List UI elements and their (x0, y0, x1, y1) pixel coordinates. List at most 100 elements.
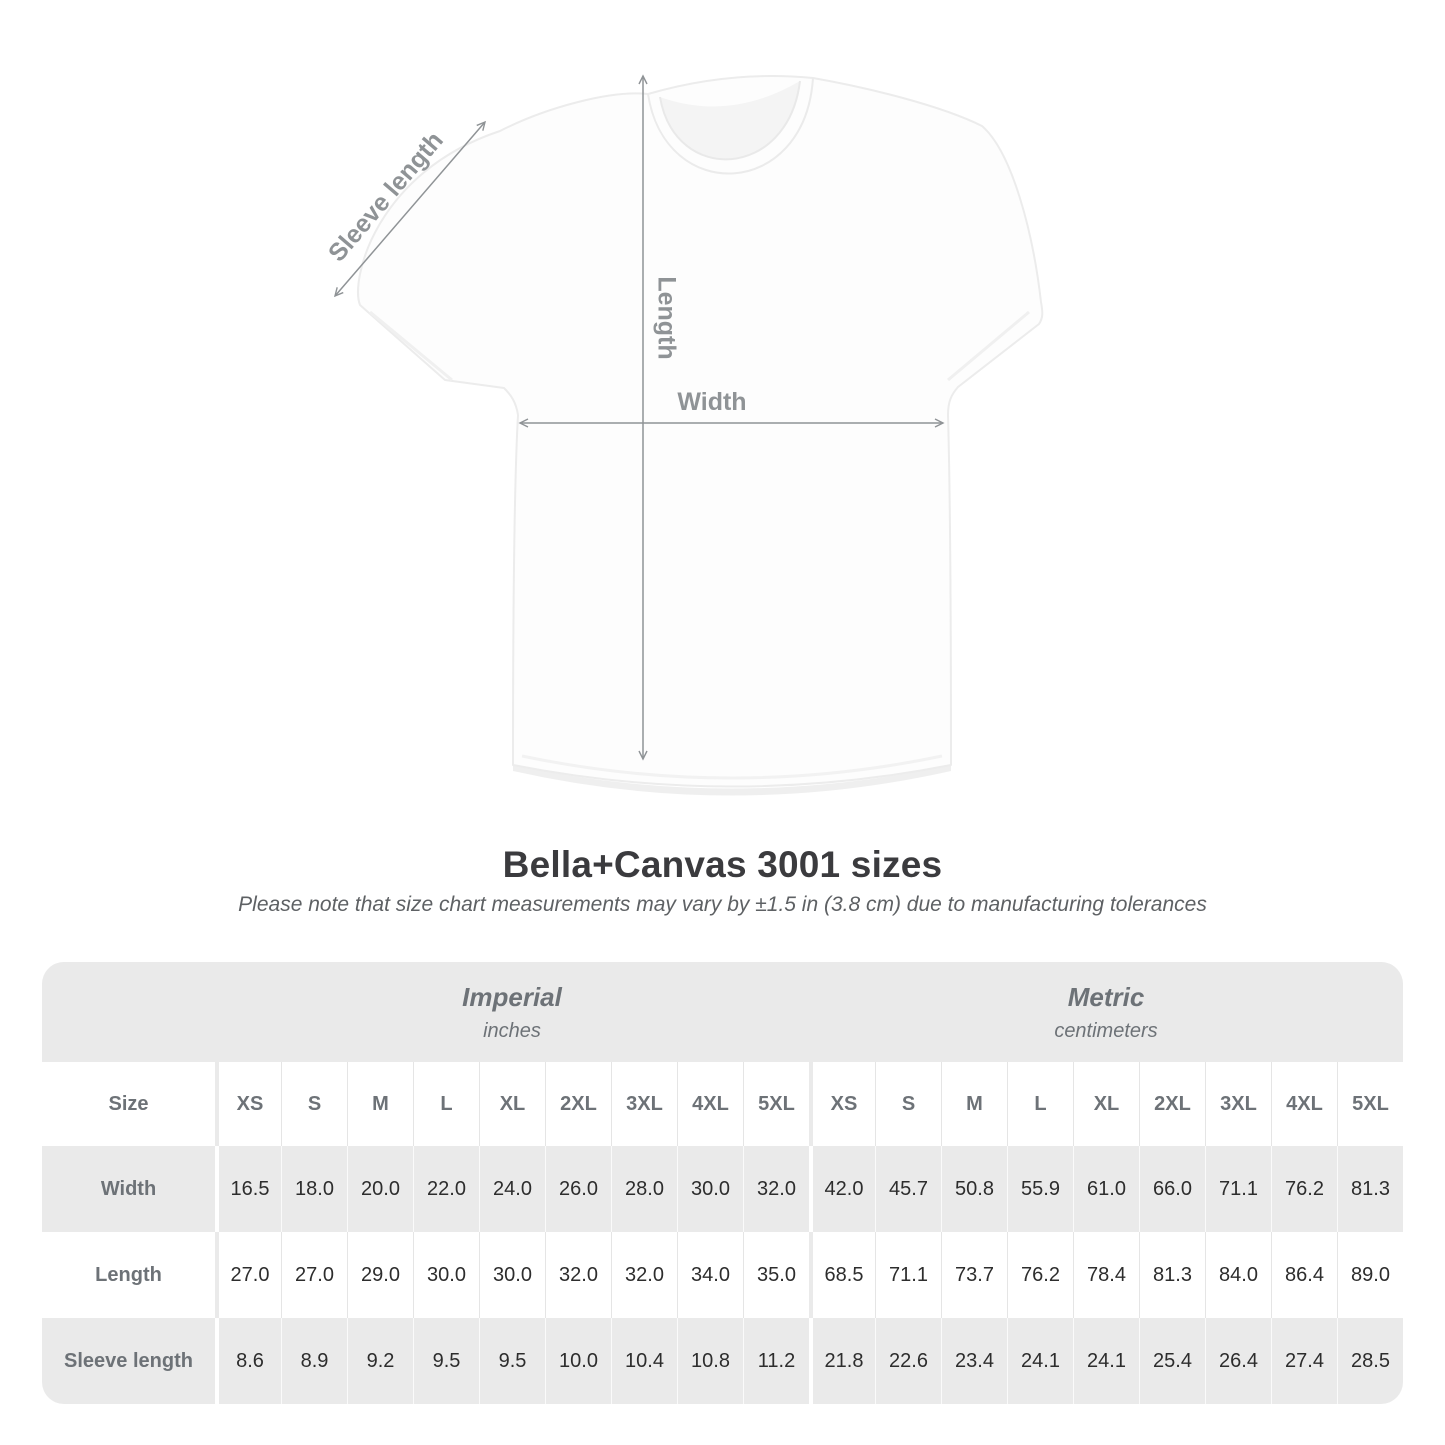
value-cell: 86.4 (1271, 1232, 1337, 1318)
value-cell: 9.5 (479, 1318, 545, 1404)
value-cell: 32.0 (743, 1146, 809, 1232)
value-cell: 16.5 (215, 1146, 281, 1232)
value-cell: 89.0 (1337, 1232, 1403, 1318)
length-label: Length (652, 276, 680, 359)
value-cell: 81.3 (1337, 1146, 1403, 1232)
value-cell: 20.0 (347, 1146, 413, 1232)
size-column-header: 4XL (1271, 1062, 1337, 1146)
value-cell: 55.9 (1007, 1146, 1073, 1232)
size-column-header: 2XL (1139, 1062, 1205, 1146)
value-cell: 30.0 (677, 1146, 743, 1232)
value-cell: 30.0 (479, 1232, 545, 1318)
size-column-header: M (941, 1062, 1007, 1146)
tshirt-left-cuff-seam (369, 310, 453, 382)
value-cell: 78.4 (1073, 1232, 1139, 1318)
value-cell: 68.5 (809, 1232, 875, 1318)
value-cell: 61.0 (1073, 1146, 1139, 1232)
value-cell: 23.4 (941, 1318, 1007, 1404)
value-cell: 73.7 (941, 1232, 1007, 1318)
value-cell: 9.5 (413, 1318, 479, 1404)
value-cell: 71.1 (875, 1232, 941, 1318)
value-cell: 32.0 (545, 1232, 611, 1318)
value-cell: 84.0 (1205, 1232, 1271, 1318)
tshirt-measurement-diagram: Sleeve length Length Width (280, 50, 1100, 810)
value-cell: 27.0 (281, 1232, 347, 1318)
value-cell: 26.0 (545, 1146, 611, 1232)
row-label: Length (42, 1232, 215, 1318)
value-cell: 24.0 (479, 1146, 545, 1232)
value-cell: 24.1 (1007, 1318, 1073, 1404)
size-column-header: 3XL (611, 1062, 677, 1146)
section-header-imperial: Imperial inches (215, 962, 809, 1062)
section-header-metric: Metric centimeters (809, 962, 1403, 1062)
value-cell: 18.0 (281, 1146, 347, 1232)
row-label: Width (42, 1146, 215, 1232)
value-cell: 8.9 (281, 1318, 347, 1404)
band-corner-spacer (42, 962, 215, 1062)
size-row-corner-label: Size (42, 1062, 215, 1146)
sleeve-length-arrow (333, 120, 487, 298)
value-cell: 22.0 (413, 1146, 479, 1232)
section-title: Metric (1067, 981, 1145, 1012)
tshirt-collar-outer-rim (647, 77, 814, 175)
section-title: Imperial (462, 981, 562, 1012)
size-column-header: XL (1073, 1062, 1139, 1146)
value-cell: 25.4 (1139, 1318, 1205, 1404)
value-cell: 30.0 (413, 1232, 479, 1318)
value-cell: 45.7 (875, 1146, 941, 1232)
value-cell: 81.3 (1139, 1232, 1205, 1318)
tshirt-hem-shadow (513, 765, 951, 796)
value-cell: 8.6 (215, 1318, 281, 1404)
value-cell: 9.2 (347, 1318, 413, 1404)
value-cell: 11.2 (743, 1318, 809, 1404)
size-column-header: 5XL (1337, 1062, 1403, 1146)
size-column-header: 2XL (545, 1062, 611, 1146)
value-cell: 42.0 (809, 1146, 875, 1232)
width-label: Width (677, 388, 746, 416)
value-cell: 21.8 (809, 1318, 875, 1404)
value-cell: 27.0 (215, 1232, 281, 1318)
value-cell: 28.0 (611, 1146, 677, 1232)
section-unit: inches (483, 1019, 541, 1042)
size-column-header: S (281, 1062, 347, 1146)
tshirt-diagram-svg: Sleeve length Length Width (323, 74, 1044, 796)
section-unit: centimeters (1054, 1019, 1158, 1042)
value-cell: 22.6 (875, 1318, 941, 1404)
page-title: Bella+Canvas 3001 sizes (502, 844, 943, 885)
value-cell: 76.2 (1271, 1146, 1337, 1232)
size-column-header: XS (809, 1062, 875, 1146)
size-column-header: M (347, 1062, 413, 1146)
value-cell: 32.0 (611, 1232, 677, 1318)
value-cell: 71.1 (1205, 1146, 1271, 1232)
tshirt-collar-opening (660, 81, 800, 160)
row-label: Sleeve length (42, 1318, 215, 1404)
value-cell: 29.0 (347, 1232, 413, 1318)
size-column-header: XL (479, 1062, 545, 1146)
size-column-header: L (413, 1062, 479, 1146)
tolerance-note: Please note that size chart measurements… (238, 893, 1207, 916)
size-column-header: L (1007, 1062, 1073, 1146)
tshirt-right-cuff-seam (947, 310, 1030, 382)
value-cell: 34.0 (677, 1232, 743, 1318)
value-cell: 10.0 (545, 1318, 611, 1404)
tshirt-image (357, 75, 1044, 788)
value-cell: 10.8 (677, 1318, 743, 1404)
size-column-header: XS (215, 1062, 281, 1146)
value-cell: 24.1 (1073, 1318, 1139, 1404)
value-cell: 27.4 (1271, 1318, 1337, 1404)
value-cell: 76.2 (1007, 1232, 1073, 1318)
value-cell: 26.4 (1205, 1318, 1271, 1404)
tshirt-hem-seam (521, 754, 943, 780)
value-cell: 10.4 (611, 1318, 677, 1404)
tshirt-collar-inner-rim (659, 80, 801, 161)
value-cell: 50.8 (941, 1146, 1007, 1232)
value-cell: 35.0 (743, 1232, 809, 1318)
value-cell: 66.0 (1139, 1146, 1205, 1232)
size-column-header: 5XL (743, 1062, 809, 1146)
value-cell: 28.5 (1337, 1318, 1403, 1404)
size-column-header: 3XL (1205, 1062, 1271, 1146)
size-column-header: S (875, 1062, 941, 1146)
size-chart-table: Imperial inches Metric centimeters Size XS S M L… (42, 962, 1403, 1404)
size-column-header: 4XL (677, 1062, 743, 1146)
